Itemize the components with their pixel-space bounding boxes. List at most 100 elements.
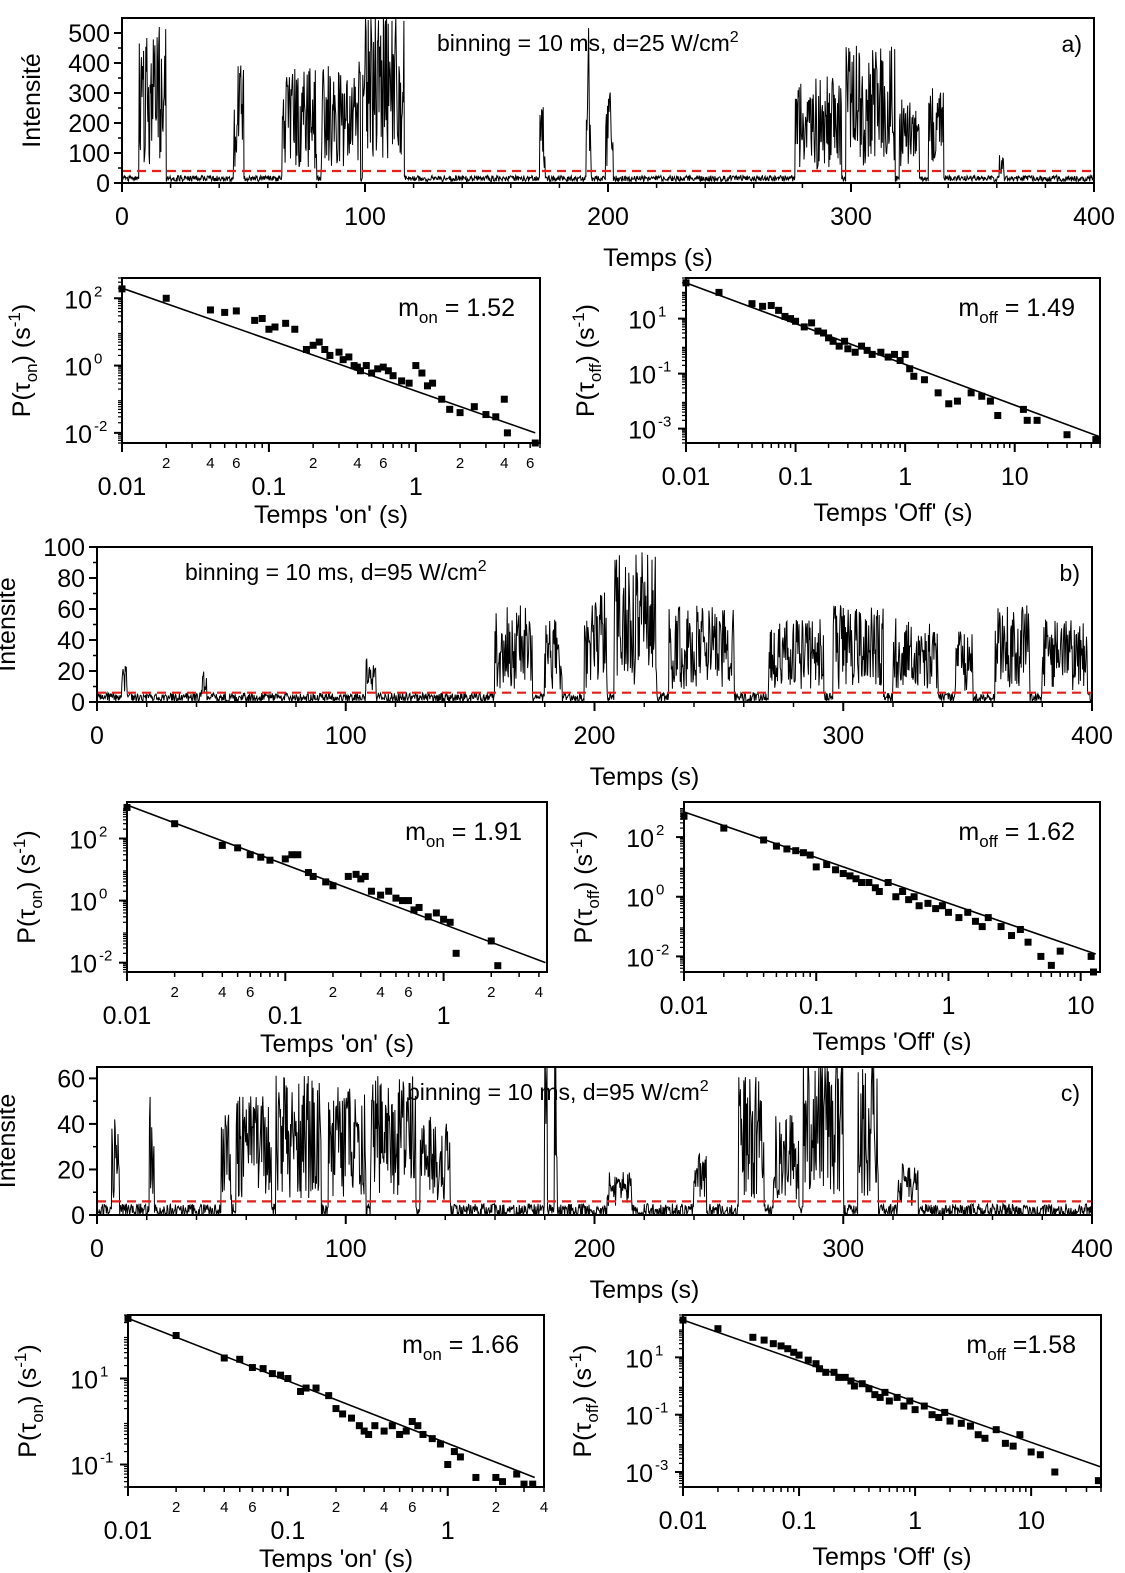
a_off-point — [841, 337, 849, 345]
a_on-point — [362, 362, 370, 370]
a_off-fit-label: moff = 1.49 — [958, 294, 1075, 327]
a_on-point — [374, 365, 382, 373]
a_on-ytick-exp: 0 — [94, 351, 102, 368]
b_off-ytick-exp: -2 — [656, 941, 669, 958]
b_trace-ytick-label: 20 — [57, 658, 85, 686]
c_trace-ylabel: Intensité — [0, 1094, 21, 1189]
b_off-point — [955, 914, 963, 922]
a_on-point — [251, 316, 259, 324]
a_off-point — [1033, 416, 1041, 424]
c_off-point — [830, 1368, 838, 1376]
c_on-xtick-label: 0.1 — [270, 1517, 305, 1545]
a_off-xlabel: Temps 'Off' (s) — [813, 499, 972, 527]
a_on-point — [379, 363, 387, 371]
b_off-ytick-label: 10 — [626, 885, 654, 913]
b_on-ylabel-main: P(τ — [13, 909, 41, 944]
c_off-point — [941, 1408, 949, 1416]
b_on-point — [352, 870, 360, 878]
b_trace-panel-label: b) — [1060, 560, 1080, 586]
b_off-point — [964, 908, 972, 916]
c_on-point — [347, 1414, 355, 1422]
b_on-point — [424, 913, 432, 921]
b_off-ylabel-main: P(τ — [570, 909, 598, 944]
b_on-ylabel-sub: on — [27, 890, 46, 909]
c_trace-xtick-label: 100 — [325, 1235, 367, 1263]
a_trace-series-line — [122, 18, 1094, 183]
a_off-ytick-label: 10 — [628, 307, 656, 335]
a_on-point — [429, 379, 437, 387]
a_trace-annotation-sup: 2 — [730, 29, 739, 46]
b_on-xtick-label: 1 — [437, 1002, 451, 1030]
a_off-point — [759, 302, 767, 310]
c_on-point — [408, 1418, 416, 1426]
c_off-point — [749, 1333, 757, 1341]
b_off-xtick-label: 0.1 — [799, 992, 834, 1020]
a_on-ylabel-sub: on — [22, 363, 41, 382]
c_on-xminor-label: 4 — [380, 1499, 388, 1516]
a_on-point — [206, 306, 214, 314]
c_off-point — [900, 1402, 908, 1410]
b_on-ytick-exp: 0 — [99, 886, 107, 903]
a_off-point — [978, 392, 986, 400]
c_off-point — [804, 1356, 812, 1364]
c_on-point — [220, 1354, 228, 1362]
b_on-point — [266, 856, 274, 864]
a_on-xminor-label: 2 — [456, 455, 464, 472]
c_on-point — [332, 1405, 340, 1413]
a_on-fit-line — [121, 287, 536, 434]
a_on-xminor-label: 6 — [379, 455, 387, 472]
b_on-xminor-label: 6 — [246, 984, 254, 1001]
c_trace-xtick-label: 300 — [822, 1235, 864, 1263]
a_off-ytick-exp: 1 — [658, 304, 666, 321]
c_on-point — [419, 1430, 427, 1438]
a_on-point — [423, 382, 431, 390]
a_trace-ytick-label: 400 — [68, 50, 110, 78]
a_on-ytick-label: 10 — [64, 421, 92, 449]
b_on-point — [294, 851, 302, 859]
c_off-ylabel-main: P(τ — [569, 1423, 597, 1458]
c_off-xlabel: Temps 'Off' (s) — [812, 1543, 971, 1571]
c_trace-panel-label: c) — [1061, 1080, 1080, 1106]
a_on-xtick-label: 1 — [409, 473, 423, 501]
b_off-point — [938, 902, 946, 910]
c_off-ylabel: P(τoff) (s-1) — [566, 1344, 602, 1457]
c_trace-ytick-label: 20 — [57, 1156, 85, 1184]
c_off-fit-line — [682, 1319, 1102, 1468]
a_off-fit-line — [685, 282, 1101, 438]
a_on-ytick-exp: 2 — [94, 283, 102, 300]
c_on-point — [444, 1461, 452, 1469]
b_on-point — [322, 878, 330, 886]
c_on-point — [284, 1375, 292, 1383]
b_on-fit-sub: on — [426, 832, 445, 851]
a_off-point — [814, 327, 822, 335]
c_on-point — [339, 1410, 347, 1418]
c_off-point — [769, 1340, 777, 1348]
a_on-fit-label: mon = 1.52 — [398, 294, 515, 327]
b_off-point — [806, 851, 814, 859]
b_trace-series-line — [97, 552, 1092, 702]
a_on-point — [368, 369, 376, 377]
c_off-xtick-label: 10 — [1017, 1507, 1045, 1535]
a_trace-xtick-label: 300 — [830, 203, 872, 231]
b_on-ylabel-close: ) — [13, 830, 41, 838]
c_off-xtick-label: 0.1 — [782, 1507, 817, 1535]
a_on-xminor-label: 4 — [500, 455, 508, 472]
a_on-xminor-label: 4 — [206, 455, 214, 472]
c_off-ytick-exp: -1 — [655, 1400, 668, 1417]
a_off-ytick-label: 10 — [628, 417, 656, 445]
c_trace-xlabel: Temps (s) — [590, 1276, 700, 1304]
c_off-point — [1009, 1442, 1017, 1450]
b_on-fit-m: m — [405, 818, 426, 846]
a_on-point — [398, 377, 406, 385]
a_off-point — [945, 400, 953, 408]
b_on-xminor-label: 6 — [404, 984, 412, 1001]
b_trace-xtick-label: 300 — [822, 722, 864, 750]
b_on-point — [218, 841, 226, 849]
b_trace-ytick-label: 40 — [57, 627, 85, 655]
c_off-point — [865, 1385, 873, 1393]
b_on-point — [357, 875, 365, 883]
a_off-point — [877, 348, 885, 356]
b_trace-ytick-label: 80 — [57, 565, 85, 593]
b_on-xminor-label: 2 — [329, 984, 337, 1001]
